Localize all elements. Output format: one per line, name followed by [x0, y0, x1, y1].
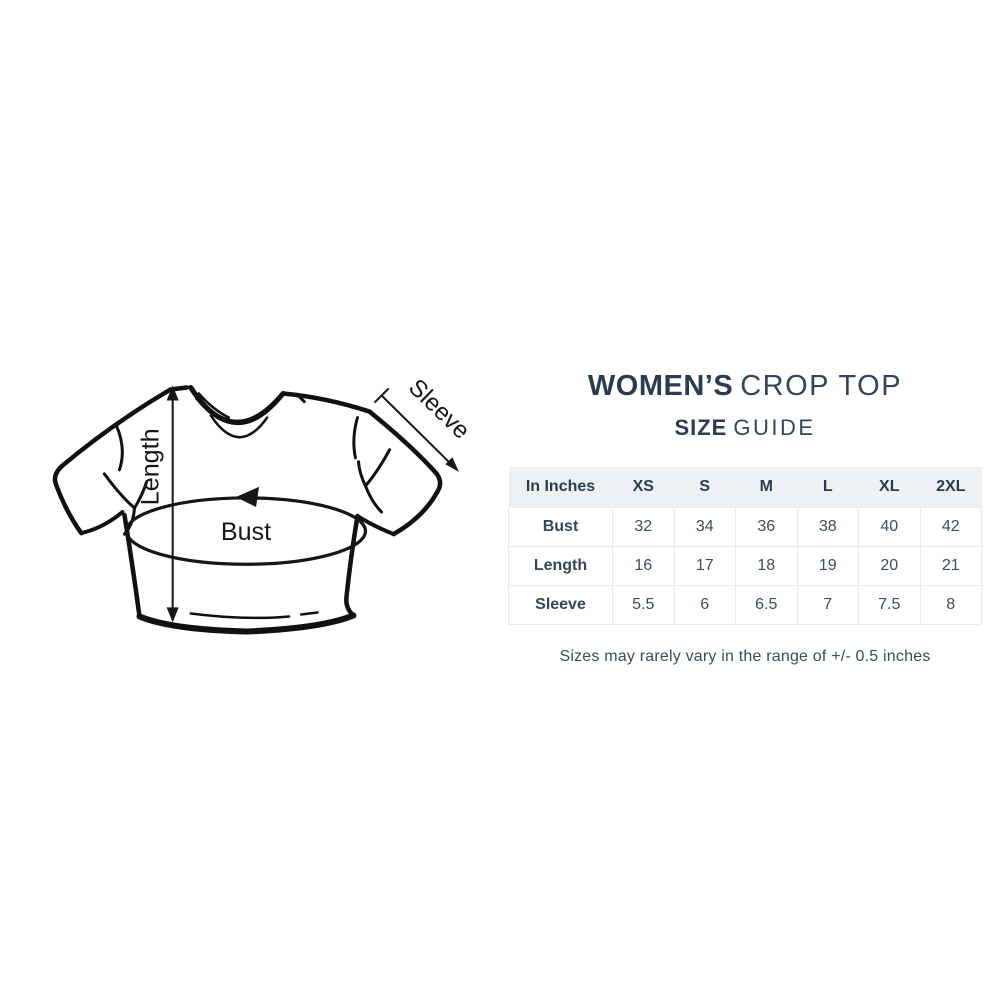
size-guide-heading: SIZE GUIDE	[508, 415, 982, 441]
measurement-label-cell: Sleeve	[508, 585, 613, 626]
measurement-label-cell: Bust	[508, 507, 613, 548]
size-value-cell: 42	[919, 507, 982, 548]
table-header-size: L	[797, 467, 859, 508]
measurement-annotations: Length Bust Sleeve	[124, 374, 475, 623]
size-table-row: Sleeve 5.5 6 6.5 7 7.5 8	[508, 585, 982, 626]
size-value-cell: 5.5	[612, 585, 675, 626]
size-value-cell: 7.5	[858, 585, 921, 626]
size-table: In Inches XS S M L XL 2XL Bust 32 34 36 38 40 42 Leng…	[508, 467, 982, 626]
size-value-cell: 16	[612, 546, 675, 587]
subtitle-bold: SIZE	[674, 415, 728, 441]
size-value-cell: 19	[796, 546, 859, 587]
bust-ellipse	[124, 486, 368, 566]
size-table-body: Bust 32 34 36 38 40 42 Length 16 17 18 19 20 21 Sleeve…	[508, 507, 982, 626]
page-title: WOMEN’S CROP TOP	[508, 370, 982, 403]
size-value-cell: 38	[796, 507, 859, 548]
subtitle-light: GUIDE	[733, 415, 816, 441]
bust-label: Bust	[221, 518, 271, 546]
size-value-cell: 17	[673, 546, 736, 587]
size-guide-panel: WOMEN’S CROP TOP SIZE GUIDE In Inches XS S M L…	[508, 360, 982, 666]
size-value-cell: 8	[919, 585, 982, 626]
table-header-size: XL	[858, 467, 920, 508]
size-value-cell: 34	[673, 507, 736, 548]
size-value-cell: 20	[858, 546, 921, 587]
crop-top-diagram: Length Bust Sleeve	[52, 374, 475, 635]
table-header-size: S	[674, 467, 736, 508]
table-header-size: M	[735, 467, 797, 508]
size-value-cell: 6.5	[735, 585, 798, 626]
size-value-cell: 32	[612, 507, 675, 548]
length-label: Length	[137, 428, 165, 505]
shirt-outline	[52, 384, 443, 635]
size-table-head-row: In Inches XS S M L XL 2XL	[508, 467, 982, 508]
title-bold: WOMEN’S	[587, 370, 734, 402]
size-value-cell: 18	[735, 546, 798, 587]
size-table-row: Length 16 17 18 19 20 21	[508, 546, 982, 587]
size-value-cell: 7	[796, 585, 859, 626]
size-footnote: Sizes may rarely vary in the range of +/…	[559, 648, 931, 666]
sleeve-arrow	[373, 387, 459, 472]
size-value-cell: 40	[858, 507, 921, 548]
size-value-cell: 6	[673, 585, 736, 626]
size-value-cell: 21	[919, 546, 982, 587]
table-header-units: In Inches	[508, 467, 613, 508]
title-light: CROP TOP	[740, 370, 903, 402]
sleeve-label: Sleeve	[403, 374, 475, 445]
measurement-label-cell: Length	[508, 546, 613, 587]
table-header-size: 2XL	[920, 467, 982, 508]
size-value-cell: 36	[735, 507, 798, 548]
size-table-row: Bust 32 34 36 38 40 42	[508, 507, 982, 548]
table-header-size: XS	[612, 467, 674, 508]
